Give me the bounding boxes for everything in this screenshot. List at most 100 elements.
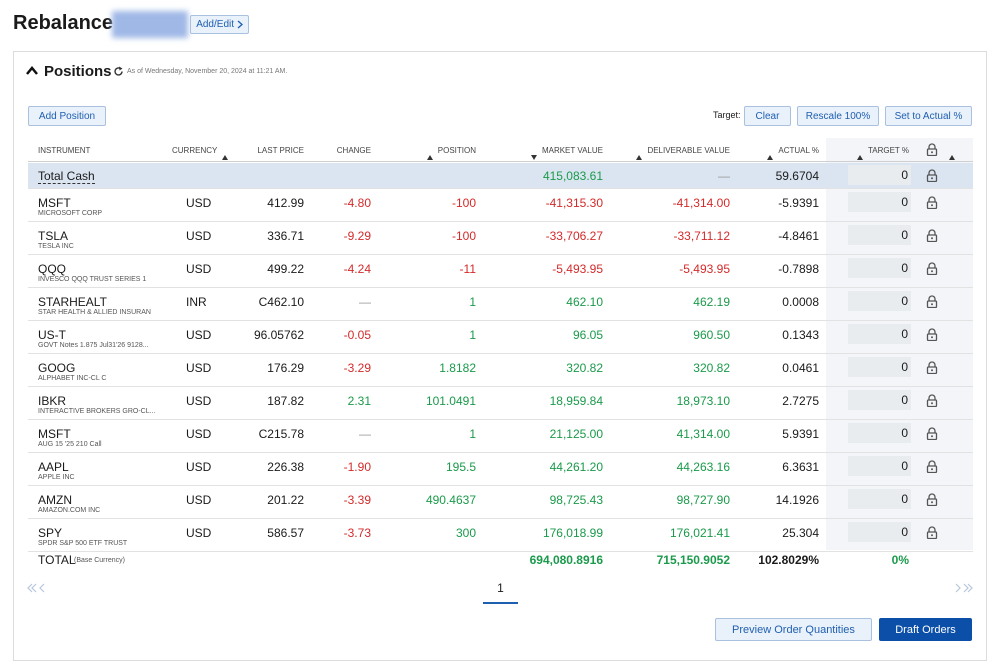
add-edit-button[interactable]: Add/Edit: [190, 15, 249, 34]
deliverable-value: -5,493.95: [679, 262, 730, 276]
actual: 0.0008: [782, 295, 819, 309]
symbol: AAPL: [38, 460, 69, 474]
target-input[interactable]: 0: [848, 192, 911, 212]
currency: USD: [186, 328, 212, 342]
clear-button[interactable]: Clear: [744, 106, 791, 126]
row-divider: [28, 485, 973, 486]
column-header[interactable]: CHANGE: [336, 146, 371, 155]
column-header[interactable]: LAST PRICE: [257, 146, 304, 155]
target-input[interactable]: 0: [848, 357, 911, 377]
last-price: 176.29: [267, 361, 304, 375]
preview-button[interactable]: Preview Order Quantities: [715, 618, 872, 641]
lock-icon[interactable]: [926, 460, 938, 478]
row-divider: [28, 254, 973, 255]
position: -100: [451, 229, 476, 243]
description: TESLA INC: [38, 243, 74, 250]
target-input[interactable]: 0: [848, 456, 911, 476]
next-last-icons[interactable]: [954, 583, 974, 593]
target-input[interactable]: 0: [848, 423, 911, 443]
lock-icon[interactable]: [926, 229, 938, 247]
target-input[interactable]: 0: [848, 390, 911, 410]
position: 195.5: [445, 460, 476, 474]
change: 2.31: [347, 394, 371, 408]
description: SPDR S&P 500 ETF TRUST: [38, 540, 128, 547]
lock-icon[interactable]: [926, 427, 938, 445]
symbol: QQQ: [38, 262, 67, 276]
lock-icon[interactable]: [926, 526, 938, 544]
last-price: 586.57: [267, 526, 304, 540]
page-number[interactable]: 1: [497, 581, 504, 595]
symbol: SPY: [38, 526, 63, 540]
column-header[interactable]: CURRENCY: [172, 146, 218, 155]
currency: USD: [186, 427, 212, 441]
deliverable-value: -41,314.00: [672, 196, 730, 210]
lock-icon[interactable]: [926, 169, 938, 187]
draft-orders-button[interactable]: Draft Orders: [879, 618, 972, 641]
add-position-button[interactable]: Add Position: [28, 106, 106, 126]
cash-actual: 59.6704: [775, 169, 819, 183]
market-value: 462.10: [566, 295, 603, 309]
target-label: Target:: [713, 110, 741, 120]
actual: 5.9391: [782, 427, 819, 441]
row-divider: [28, 188, 973, 189]
lock-icon[interactable]: [926, 493, 938, 511]
position: 300: [455, 526, 476, 540]
currency: USD: [186, 361, 212, 375]
market-value: -5,493.95: [552, 262, 603, 276]
total-actual: 102.8029%: [758, 553, 819, 567]
change: -4.80: [343, 196, 371, 210]
cash-row-bg: [28, 163, 973, 188]
currency: USD: [186, 394, 212, 408]
description: ALPHABET INC-CL C: [38, 375, 107, 382]
target-input[interactable]: 0: [848, 225, 911, 245]
description: GOVT Notes 1.875 Jul31'26 9128...: [38, 342, 149, 349]
sort-arrow: [426, 147, 433, 165]
column-header[interactable]: MARKET VALUE: [541, 146, 603, 155]
target-input[interactable]: 0: [848, 522, 911, 542]
position: 490.4637: [425, 493, 476, 507]
first-prev-icons[interactable]: [26, 583, 46, 593]
lock-icon[interactable]: [926, 394, 938, 412]
set-to-actual-button[interactable]: Set to Actual %: [885, 106, 972, 126]
deliverable-value: 320.82: [693, 361, 730, 375]
lock-icon[interactable]: [926, 143, 938, 161]
description: STAR HEALTH & ALLIED INSURAN: [38, 309, 151, 316]
lock-icon[interactable]: [926, 295, 938, 313]
total-deliverable-value: 715,150.9052: [656, 553, 730, 567]
target-input[interactable]: 0: [848, 324, 911, 344]
lock-icon[interactable]: [926, 196, 938, 214]
target-input[interactable]: 0: [848, 258, 911, 278]
cash-deliverable-value: —: [718, 169, 730, 183]
lock-icon[interactable]: [926, 328, 938, 346]
market-value: 18,959.84: [549, 394, 603, 408]
column-header[interactable]: INSTRUMENT: [38, 146, 91, 155]
actual: 0.1343: [782, 328, 819, 342]
target-input[interactable]: 0: [848, 291, 911, 311]
deliverable-value: 41,314.00: [676, 427, 730, 441]
rescale-button[interactable]: Rescale 100%: [797, 106, 879, 126]
change: -3.73: [343, 526, 371, 540]
currency: INR: [186, 295, 207, 309]
collapse-icon[interactable]: [26, 66, 38, 76]
column-header[interactable]: DELIVERABLE VALUE: [647, 146, 730, 155]
sort-arrow: [949, 147, 955, 165]
column-header[interactable]: POSITION: [437, 146, 476, 155]
lock-icon[interactable]: [926, 361, 938, 379]
symbol: US-T: [38, 328, 66, 342]
symbol: STARHEALT: [38, 295, 107, 309]
refresh-icon[interactable]: [113, 66, 124, 77]
target-input[interactable]: 0: [848, 489, 911, 509]
change: -3.29: [343, 361, 371, 375]
deliverable-value: 176,021.41: [669, 526, 730, 540]
column-header[interactable]: ACTUAL %: [778, 146, 819, 155]
last-price: 201.22: [267, 493, 304, 507]
position: -100: [451, 196, 476, 210]
deliverable-value: 18,973.10: [676, 394, 730, 408]
target-input[interactable]: 0: [848, 165, 911, 185]
lock-icon[interactable]: [926, 262, 938, 280]
symbol: MSFT: [38, 427, 71, 441]
column-header[interactable]: TARGET %: [867, 146, 909, 155]
change: -9.29: [343, 229, 371, 243]
sort-arrow: [222, 147, 229, 165]
position: 1.8182: [439, 361, 476, 375]
